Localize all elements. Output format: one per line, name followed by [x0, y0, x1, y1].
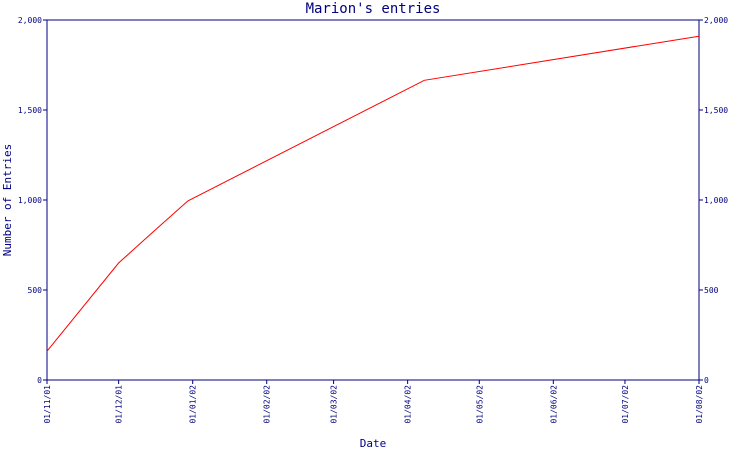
x-tick-label: 01/04/02	[404, 385, 413, 424]
y-tick-label-right: 0	[704, 376, 709, 385]
y-axis-title: Number of Entries	[1, 144, 14, 257]
y-axis-right: 0 500 1,000 1,500 2,000	[699, 16, 728, 385]
x-tick-label: 01/12/01	[115, 385, 124, 424]
chart-title: Marion's entries	[306, 1, 441, 17]
y-tick-label: 500	[28, 286, 43, 295]
y-tick-label: 1,000	[18, 196, 42, 205]
x-tick-label: 01/08/02	[695, 385, 704, 424]
y-tick-label-right: 2,000	[704, 16, 728, 25]
plot-area	[46, 19, 700, 381]
y-axis-left: 0 500 1,000 1,500 2,000	[18, 16, 47, 385]
y-tick-label: 0	[37, 376, 42, 385]
x-axis-title: Date	[360, 437, 387, 450]
x-axis: 01/11/01 01/12/01 01/01/02 01/02/02 01/03/02…	[43, 380, 704, 424]
x-tick-label: 01/01/02	[189, 385, 198, 424]
y-tick-label: 2,000	[18, 16, 42, 25]
x-tick-label: 01/03/02	[330, 385, 339, 424]
x-tick-label: 01/06/02	[549, 385, 558, 424]
y-tick-label: 1,500	[18, 106, 42, 115]
x-tick-label: 01/11/01	[43, 385, 52, 424]
series-group	[46, 35, 700, 352]
series-line	[46, 35, 700, 352]
x-tick-label: 01/07/02	[621, 385, 630, 424]
y-tick-label-right: 1,000	[704, 196, 728, 205]
y-tick-label-right: 1,500	[704, 106, 728, 115]
y-tick-label-right: 500	[704, 286, 719, 295]
x-tick-label: 01/02/02	[263, 385, 272, 424]
x-tick-label: 01/05/02	[475, 385, 484, 424]
